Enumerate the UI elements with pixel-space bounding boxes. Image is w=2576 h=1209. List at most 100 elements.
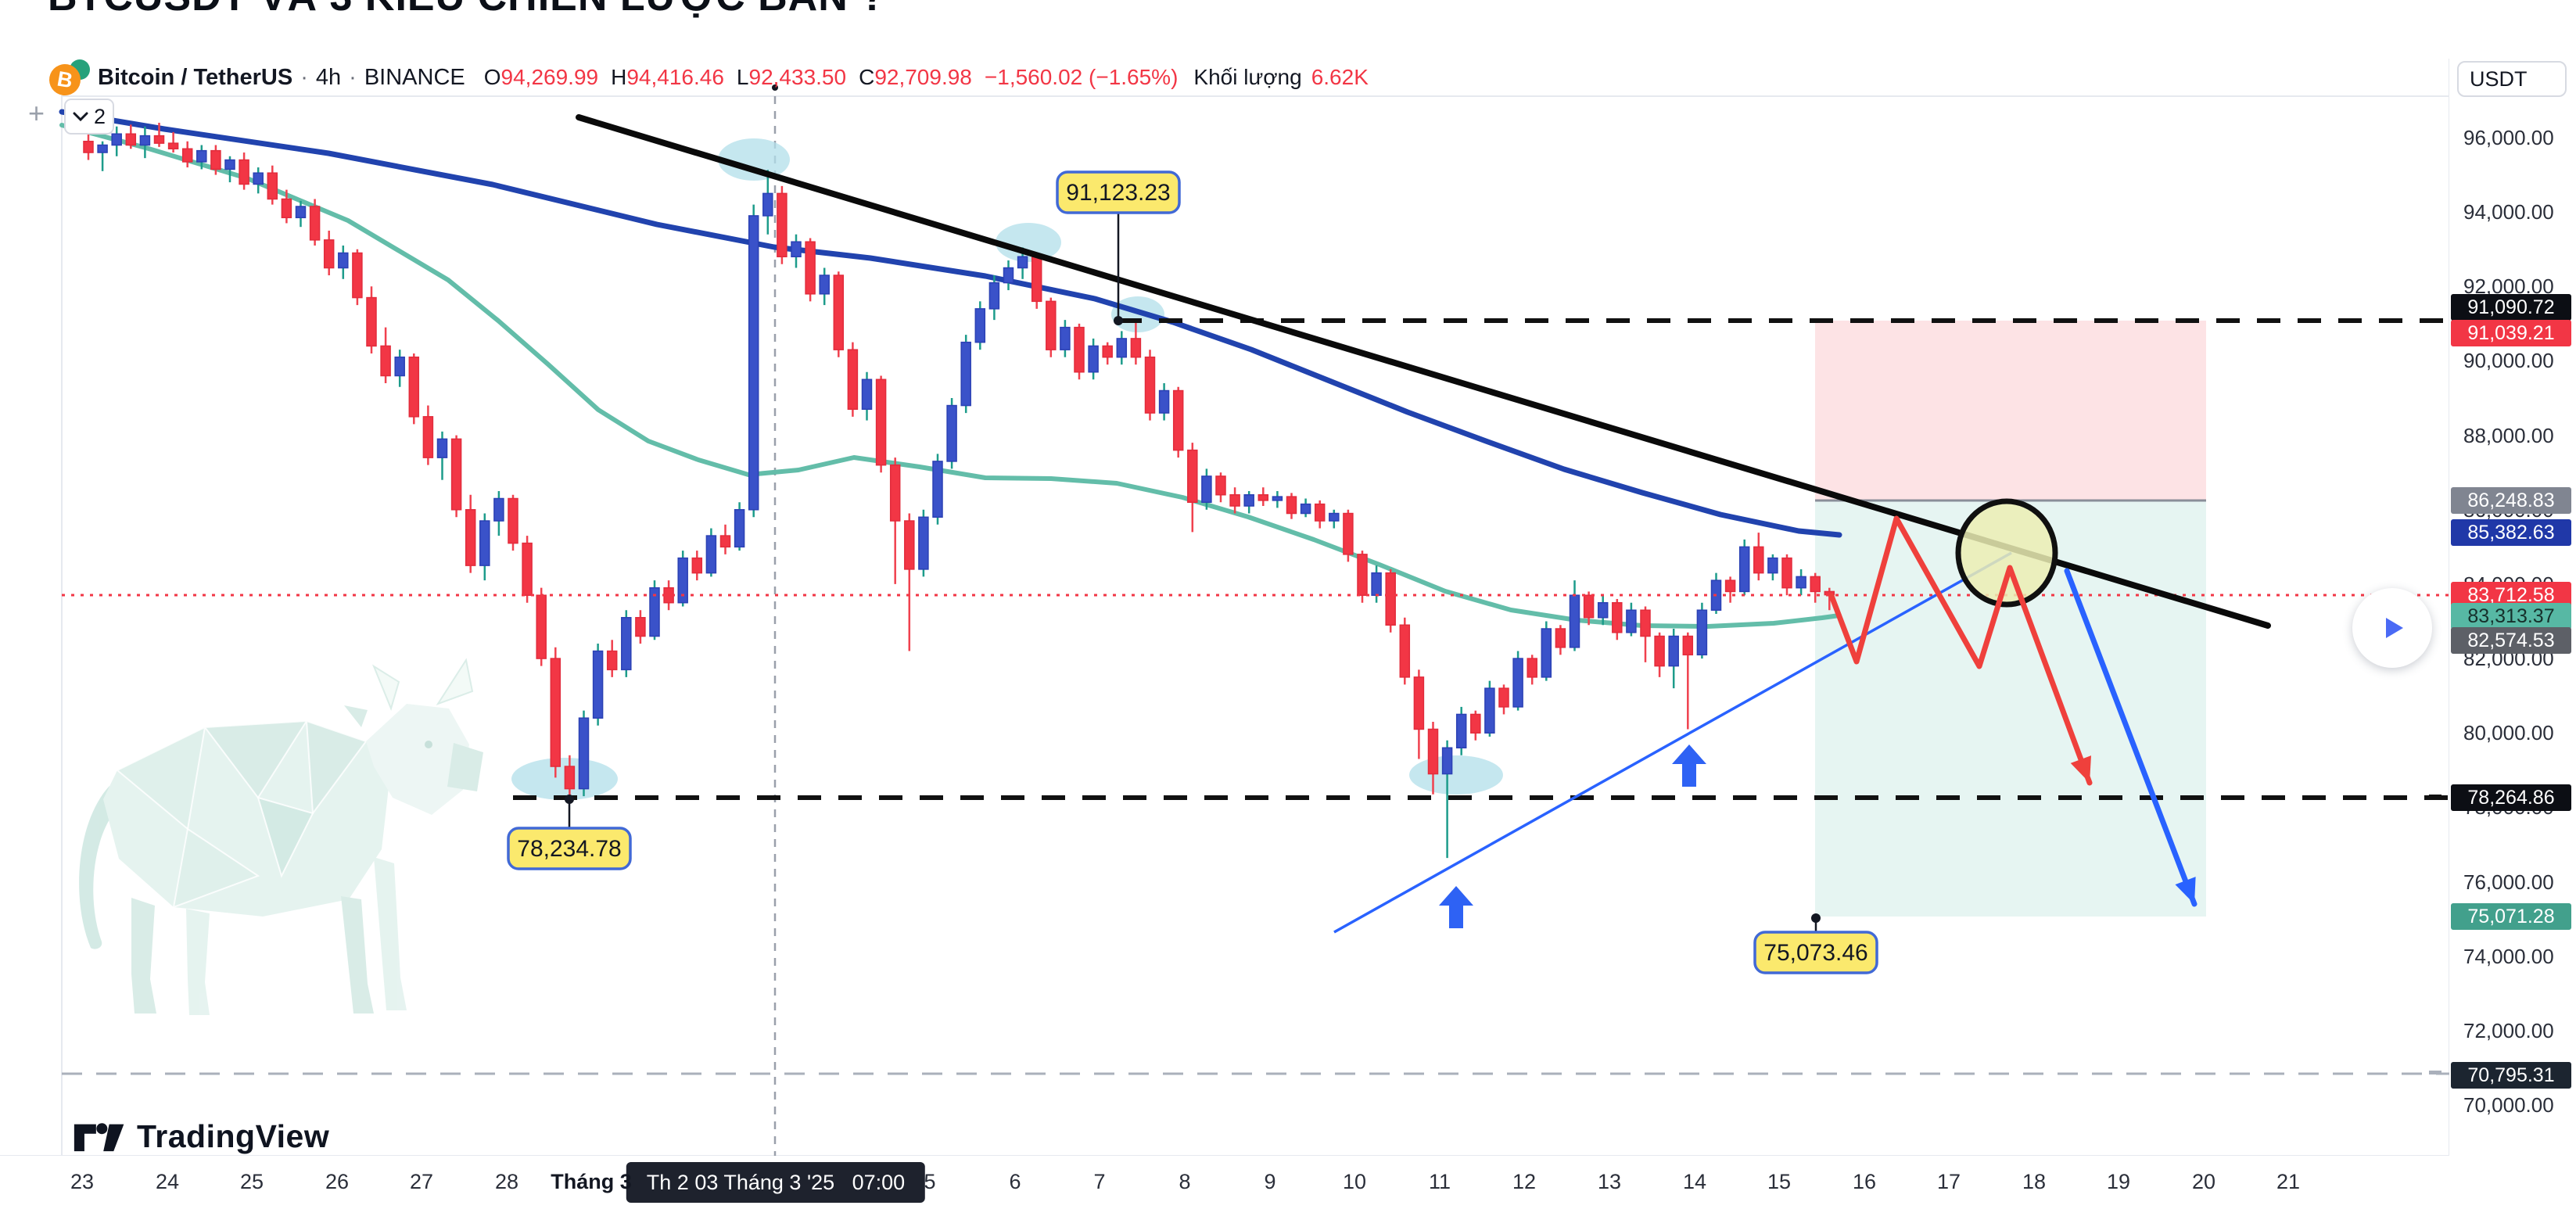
candle-body (1031, 256, 1042, 303)
up-arrow-marker[interactable] (1439, 886, 1473, 928)
highlight-ellipse[interactable] (718, 138, 790, 181)
candle-body (861, 378, 873, 411)
candle-body (352, 252, 363, 299)
indicators-collapse-button[interactable]: 2 (64, 99, 114, 135)
candle-body (422, 416, 434, 458)
blue-projection-path-arrowhead[interactable] (2175, 877, 2196, 904)
candle-body (889, 464, 901, 522)
candle-body (1441, 747, 1453, 775)
time-scale-label: 26 (325, 1170, 350, 1193)
candle-body (408, 356, 420, 418)
price-callout-text: 78,234.78 (517, 836, 621, 862)
price-axis[interactable]: USDT 96,000.00 94,000.00 92,000.00 90,000.0… (2449, 0, 2576, 1209)
ma-fast-line (59, 123, 1842, 629)
price-callout-box[interactable] (1753, 931, 1878, 974)
candle-body (1371, 572, 1382, 596)
candle-body (1243, 493, 1254, 507)
candle-body (281, 198, 292, 219)
candle-body (1455, 713, 1467, 749)
candle-body (847, 349, 859, 411)
play-button[interactable] (2352, 588, 2432, 668)
highlight-ellipse[interactable] (996, 223, 1061, 262)
level-tick (2429, 795, 2441, 798)
candle-body (1144, 356, 1156, 414)
candle-body (1003, 267, 1014, 284)
candle-body (635, 616, 646, 637)
time-scale-label: 19 (2106, 1170, 2131, 1193)
candle-body (1343, 512, 1354, 555)
candle-body (1612, 601, 1623, 633)
candle-body (1696, 609, 1708, 656)
candle-body (1017, 256, 1028, 269)
callout-anchor-dot (565, 795, 574, 804)
candle-body (1427, 728, 1439, 775)
up-arrow-marker[interactable] (1672, 744, 1706, 787)
crosshair-anchor-dot (772, 84, 778, 91)
candle-body (394, 356, 405, 377)
candle-body (1385, 572, 1396, 626)
close-value: 92,709.98 (874, 65, 972, 89)
candle-body (918, 516, 929, 570)
price-callout-box[interactable] (1056, 170, 1181, 214)
tradingview-logo[interactable]: TradingView (73, 1118, 329, 1155)
price-callout-box[interactable] (507, 827, 632, 870)
candle-body (649, 587, 660, 637)
price-callout-text: 91,123.23 (1066, 180, 1170, 206)
candle-body (1753, 546, 1764, 574)
candle-body (493, 497, 504, 522)
candle-body (83, 141, 94, 153)
price-tag: 85,382.63 (2451, 519, 2571, 546)
candle-body (592, 650, 604, 719)
candle-body (465, 509, 476, 566)
blue-projection-path[interactable] (2064, 568, 2197, 907)
candle-body (1512, 658, 1523, 708)
short-stop-zone-box[interactable] (1815, 321, 2206, 500)
time-axis[interactable]: Th 2 03 Tháng 3 '25 07:00 23 24 25 26 27 28 Th… (0, 1156, 2576, 1209)
candle-body (436, 438, 448, 458)
red-projection-path[interactable] (1828, 515, 2093, 786)
time-scale-label: Tháng 3 (551, 1170, 632, 1193)
candle-body (267, 172, 278, 200)
candle-body (1668, 635, 1679, 667)
candle-body (719, 535, 731, 548)
candle-body (181, 148, 193, 163)
highlight-ellipse[interactable] (1409, 755, 1503, 795)
red-projection-path-arrowhead[interactable] (2070, 755, 2091, 783)
candle-body (1300, 503, 1311, 515)
separator-dot: · (349, 64, 357, 90)
level-tick (2429, 1071, 2441, 1074)
currency-toggle-button[interactable]: USDT (2457, 61, 2567, 97)
candle-body (988, 282, 1000, 310)
symbol-name[interactable]: Bitcoin / TetherUS (98, 64, 293, 90)
change-value: −1,560.02 (−1.65%) (984, 65, 1179, 89)
candle-body (1541, 628, 1552, 678)
open-label: O (483, 65, 501, 89)
ascending-trendline[interactable] (1333, 551, 2012, 934)
tradingview-logo-text: TradingView (137, 1118, 330, 1154)
decision-circle[interactable] (1955, 498, 2058, 608)
bitcoin-tether-pair-icon: B (46, 59, 90, 99)
candle-body (239, 159, 249, 185)
price-scale-label: 76,000.00 (2463, 870, 2554, 894)
time-scale-label: 12 (1512, 1170, 1537, 1193)
candle-body (479, 520, 490, 566)
price-scale-label: 70,000.00 (2463, 1093, 2554, 1117)
candle-body (1569, 594, 1580, 648)
time-scale-label: 13 (1597, 1170, 1622, 1193)
candle-body (1738, 546, 1750, 593)
candle-body (125, 133, 137, 146)
time-scale-label: 5 (924, 1170, 936, 1193)
price-tag: 91,039.21 (2451, 320, 2571, 346)
time-scale-label: 10 (1342, 1170, 1367, 1193)
ohlc-readout: O94,269.99 H94,416.46 L92,433.50 C92,709… (484, 65, 1179, 90)
time-scale-label: 18 (2022, 1170, 2047, 1193)
candle-body (1796, 576, 1806, 589)
candle-body (805, 241, 816, 295)
time-scale-label: 27 (409, 1170, 434, 1193)
time-scale-label: 24 (155, 1170, 180, 1193)
candle-body (1201, 475, 1212, 504)
price-scale-label: 96,000.00 (2463, 126, 2554, 149)
interval-label[interactable]: 4h (315, 64, 342, 90)
open-value: 94,269.99 (500, 65, 599, 89)
